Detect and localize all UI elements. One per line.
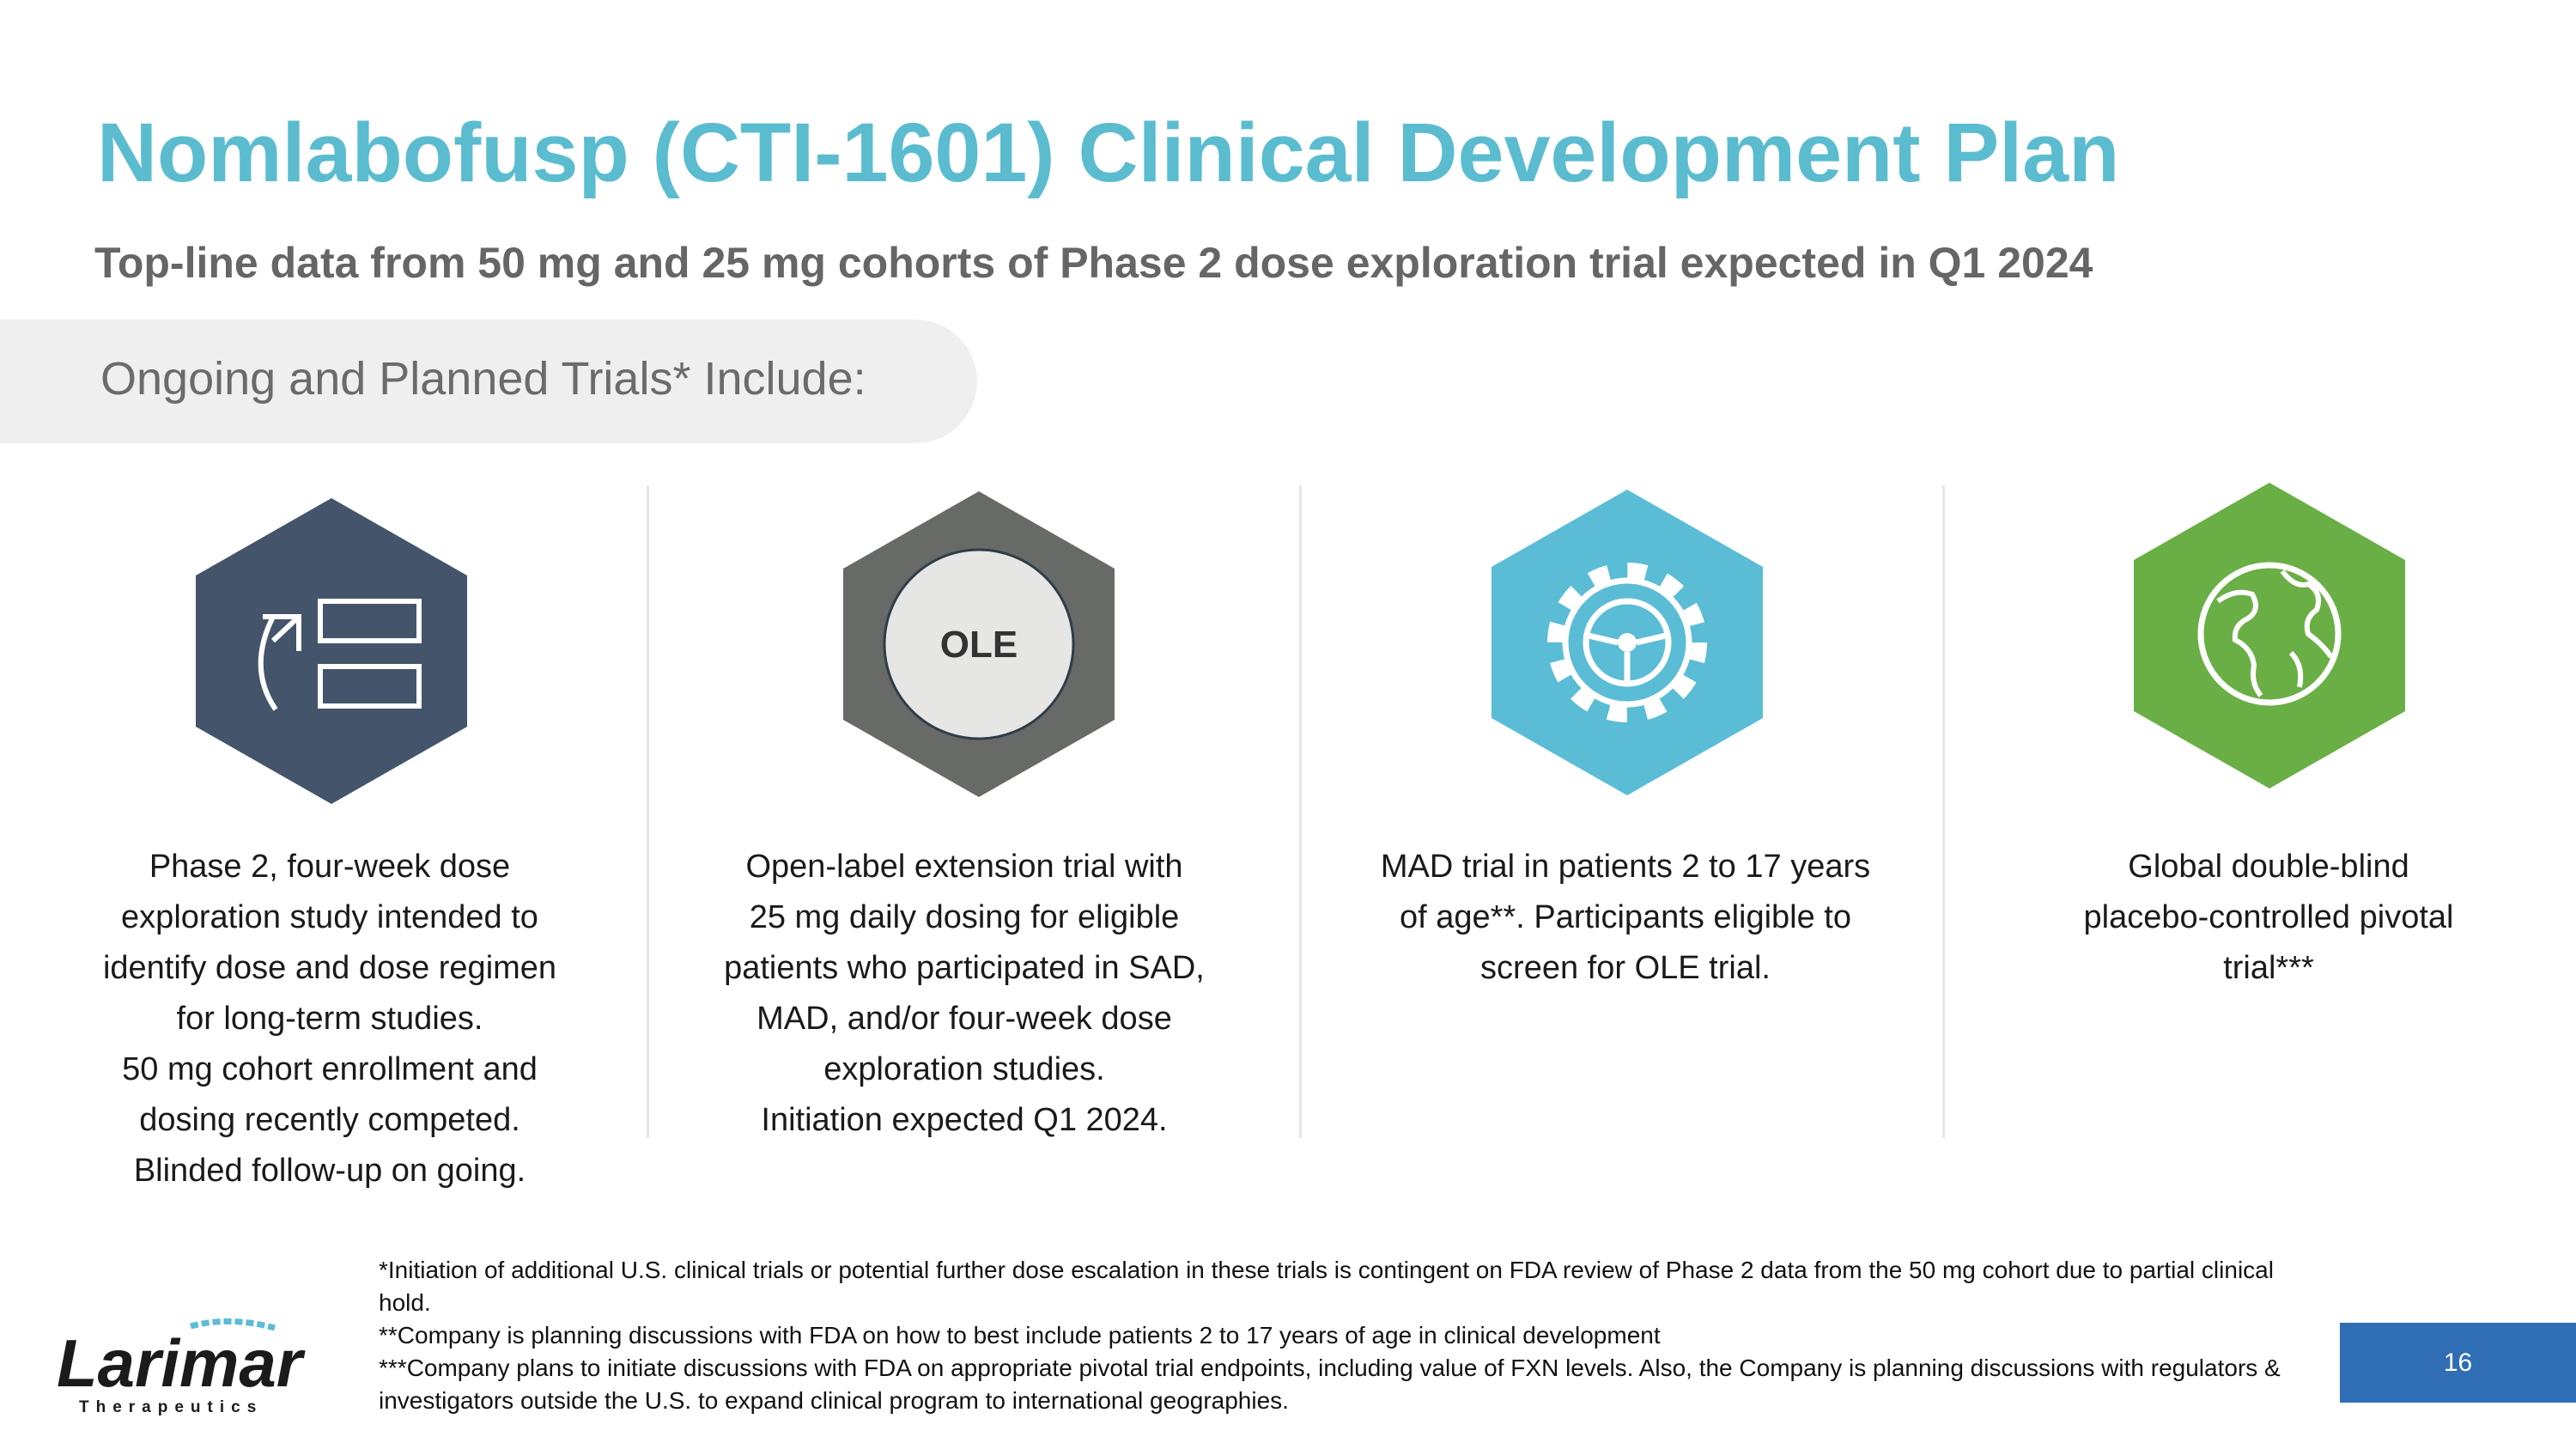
description-line: exploration studies. <box>823 1051 1105 1087</box>
ole-badge-text: OLE <box>940 624 1018 666</box>
footnote: **Company is planning discussions with F… <box>379 1322 1661 1349</box>
dose-exploration-icon <box>196 498 467 804</box>
description-line: Phase 2, four-week dose <box>149 849 511 885</box>
trial-2-description: Open-label extension trial with 25 mg da… <box>672 842 1256 1146</box>
gear-steering-icon <box>1492 490 1763 795</box>
trial-1-hexagon <box>194 496 469 806</box>
slide-subtitle: Top-line data from 50 mg and 25 mg cohor… <box>94 239 2093 287</box>
larimar-logo: Larimar Therapeutics <box>53 1314 311 1417</box>
description-line: patients who participated in SAD, <box>724 950 1205 986</box>
description-line: dosing recently competed. <box>139 1102 520 1138</box>
trial-1-description: Phase 2, four-week dose exploration stud… <box>38 842 622 1196</box>
globe-icon <box>2134 483 2405 788</box>
trial-4-hexagon <box>2132 481 2407 790</box>
description-line: placebo-controlled pivotal <box>2083 899 2454 935</box>
trial-2-hexagon: OLE <box>841 490 1116 799</box>
logo-name: Larimar <box>57 1325 306 1401</box>
description-line: MAD, and/or four-week dose <box>756 1001 1172 1037</box>
description-line: Global double-blind <box>2128 849 2409 885</box>
description-line: exploration study intended to <box>121 899 538 935</box>
slide-title: Nomlabofusp (CTI-1601) Clinical Developm… <box>97 106 2120 199</box>
description-line: Open-label extension trial with <box>745 849 1183 885</box>
logo-tagline: Therapeutics <box>79 1398 263 1416</box>
ole-icon: OLE <box>843 491 1115 797</box>
trial-3-hexagon <box>1490 488 1765 797</box>
page-number: 16 <box>2340 1323 2576 1403</box>
footnote: *Initiation of additional U.S. clinical … <box>379 1257 2274 1316</box>
column-divider <box>1942 485 1945 1138</box>
footnote: ***Company plans to initiate discussions… <box>379 1355 2281 1414</box>
column-divider <box>647 485 649 1138</box>
description-line: MAD trial in patients 2 to 17 years <box>1380 849 1871 885</box>
trial-3-description: MAD trial in patients 2 to 17 years of a… <box>1334 842 1917 994</box>
description-line: identify dose and dose regimen <box>102 950 557 986</box>
description-line: of age**. Participants eligible to <box>1400 899 1851 935</box>
description-line: 25 mg daily dosing for eligible <box>749 899 1180 935</box>
section-label: Ongoing and Planned Trials* Include: <box>100 353 866 405</box>
trial-4-description: Global double-blind placebo-controlled p… <box>1977 842 2561 994</box>
footnotes: *Initiation of additional U.S. clinical … <box>379 1254 2302 1417</box>
description-line: screen for OLE trial. <box>1480 950 1771 986</box>
section-banner: Ongoing and Planned Trials* Include: <box>0 320 977 443</box>
column-divider <box>1299 485 1302 1138</box>
description-line: Initiation expected Q1 2024. <box>761 1102 1168 1138</box>
description-line: Blinded follow-up on going. <box>133 1153 526 1189</box>
description-line: 50 mg cohort enrollment and <box>122 1051 538 1087</box>
description-line: for long-term studies. <box>176 1001 483 1037</box>
description-line: trial*** <box>2223 950 2314 986</box>
